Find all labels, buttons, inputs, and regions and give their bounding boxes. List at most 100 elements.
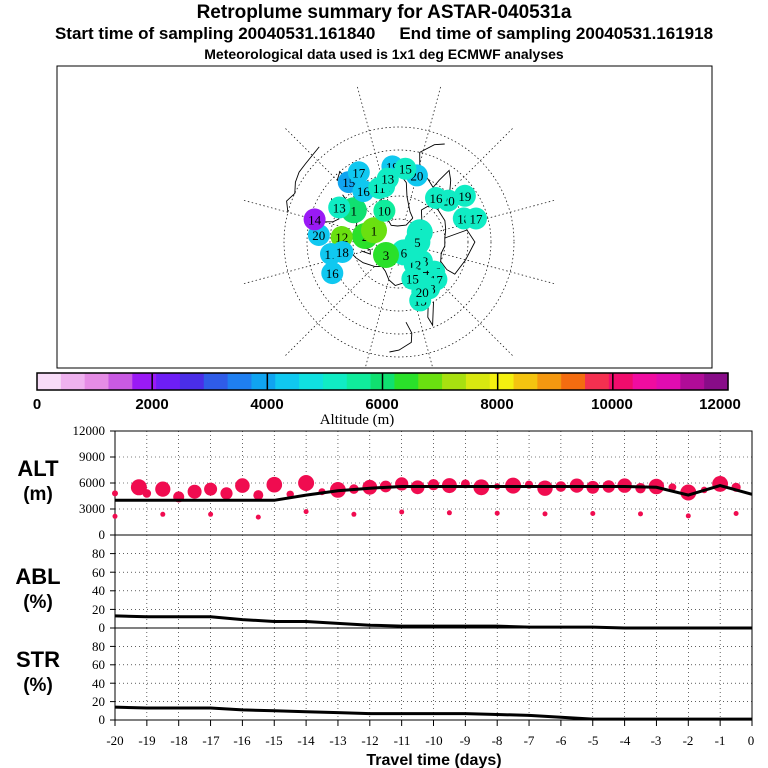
plume-blob [328,196,351,219]
alt-label: ALT [17,456,59,481]
alt-point-low [733,511,739,516]
plume-day-label: 20 [312,228,325,243]
colorbar-segment [108,373,133,390]
colorbar-segment [275,373,300,390]
alt-point [298,475,315,491]
alt-point [395,477,409,491]
meridian-line [415,258,514,357]
colorbar-segment [608,373,634,390]
abl-unit: (%) [23,592,53,613]
start-time: Start time of sampling 20040531.161840 [54,24,376,43]
alt-point-low [303,509,309,515]
plume-day-label: 3 [383,248,390,263]
alt-point [712,476,728,492]
plume-blob [331,241,354,263]
panel-lines [114,484,753,721]
alt-ytick-3000: 3000 [79,501,105,516]
str-ytick-20: 20 [92,694,105,709]
str-ytick-0: 0 [99,712,106,727]
str-line [114,705,752,721]
coastline [389,321,413,353]
coastline [419,143,452,210]
colorbar-tick-10000: 10000 [591,396,633,413]
plume-day-label: 13 [333,201,346,216]
alt-point-low [399,509,405,515]
abl-ytick-60: 60 [92,565,105,580]
axis-ticks [110,430,753,726]
colorbar-segment [585,373,610,390]
meridian-line [421,199,555,237]
meridian-line [243,247,377,285]
alt-point-low [446,510,452,516]
colorbar-segment [632,373,658,390]
alt-ytick-9000: 9000 [79,449,105,464]
plume-day-label: 15 [399,162,412,177]
colorbar-label: Altitude (m) [320,412,395,428]
xtick-m16: -16 [233,733,251,748]
abl-panel-frame [114,534,753,629]
alt-point-low [542,511,548,517]
xtick-m19: -19 [138,733,155,748]
plume-day-label: 13 [381,172,394,187]
plume-day-label: 1 [371,223,378,238]
meridian-line [421,247,555,285]
abl-ytick-20: 20 [92,602,105,617]
xtick-m7: -7 [524,733,535,748]
xtick-m11: -11 [394,733,411,748]
plume-blob [373,242,399,268]
str-ytick-60: 60 [92,657,105,672]
plume-day-label: 12 [335,230,348,245]
colorbar-segment [561,373,586,390]
alt-point [220,487,233,500]
plume-day-label: 5 [414,235,421,250]
map-panel: 2019181716171815201413121516456321121151… [56,65,713,369]
alt-ytick-0: 0 [99,527,106,542]
alt-point [112,490,118,497]
colorbar-segment [227,373,253,390]
plume-clusters: 2019181716171815201413121516456321121151… [303,155,487,312]
meridian-line [404,86,442,220]
colorbar-tick-4000: 4000 [250,396,283,413]
plume-blob [373,199,396,222]
page-title: Retroplume summary for ASTAR-040531a [196,2,572,23]
meridian-line [404,264,434,368]
alt-point-low [255,514,261,520]
colorbar-segment [537,373,562,390]
plume-day-label: 10 [378,204,391,219]
str-panel-frame [114,627,753,721]
alt-point [130,479,147,496]
plume-blob [465,207,487,230]
xtick-m17: -17 [202,733,220,748]
colorbar-tick-2000: 2000 [135,396,168,413]
colorbar-segment [37,373,62,390]
colorbar-segment [60,373,86,390]
latitude-circle [283,126,515,358]
xtick-m1: -1 [715,733,726,748]
alt-point [235,478,250,493]
met-data-note: Meteorological data used is 1x1 deg ECMW… [204,46,564,62]
plume-day-label: 16 [430,191,444,206]
colorbar-segment [418,373,443,390]
coastline [427,301,434,327]
xtick-m18: -18 [170,733,187,748]
plume-day-label: 19 [458,189,471,204]
xtick-m10: -10 [425,733,442,748]
meridian-line [284,258,383,357]
colorbar-segment [203,373,229,390]
colorbar-segment [680,373,705,390]
panel-gridlines [115,431,752,720]
alt-unit: (m) [23,484,53,505]
alt-point [142,489,152,498]
colorbar-segment [442,373,467,390]
plume-day-label: 1 [351,203,358,218]
str-ytick-80: 80 [92,639,105,654]
plume-blob [347,161,370,184]
altitude-colorbar: 0 2000 4000 6000 8000 10000 12000 Altitu… [33,372,741,428]
coastline [360,247,371,255]
colorbar-segment [465,373,491,390]
coastline [286,146,320,213]
plume-day-label: 18 [336,245,349,260]
alt-point [253,490,264,501]
xtick-m5: -5 [588,733,599,748]
